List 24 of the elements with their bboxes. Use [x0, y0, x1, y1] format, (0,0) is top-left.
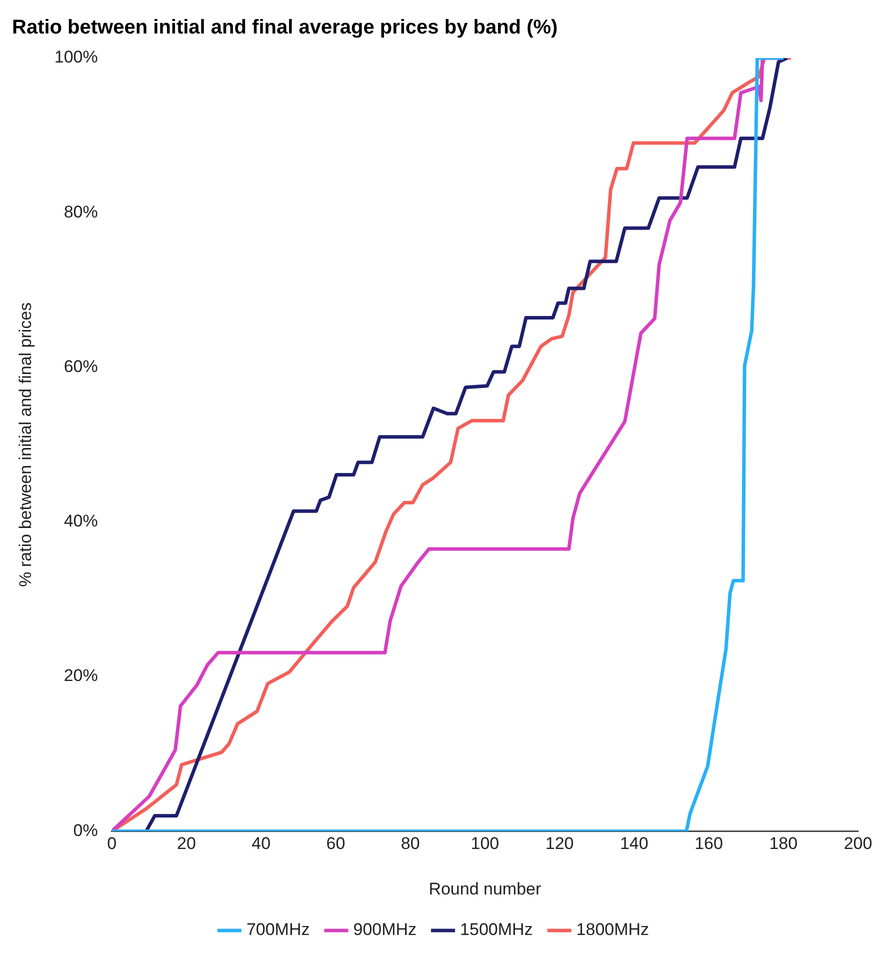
legend-label: 900MHz: [353, 920, 417, 940]
x-tick-label: 80: [400, 834, 420, 854]
chart-title: Ratio between initial and final average prices by band (%): [12, 16, 558, 39]
x-tick-label: 0: [107, 834, 117, 854]
legend-label: 1500MHz: [460, 920, 533, 940]
y-axis-title: % ratio between initial and final prices: [16, 302, 35, 587]
x-tick-label: 40: [252, 834, 271, 854]
legend-label: 1800MHz: [576, 920, 650, 940]
y-tick-label: 0%: [73, 820, 98, 840]
x-tick-label: 160: [694, 834, 723, 854]
x-tick-label: 120: [545, 834, 574, 854]
x-tick-label: 200: [844, 834, 872, 854]
x-tick-label: 180: [769, 834, 798, 854]
y-tick-label: 80%: [64, 202, 98, 222]
y-tick-label: 40%: [64, 512, 98, 531]
y-tick-label: 100%: [54, 48, 98, 67]
x-axis-title: Round number: [428, 879, 542, 898]
y-tick-label: 60%: [64, 356, 98, 376]
x-tick-label: 140: [620, 834, 648, 854]
legend-label: 700MHz: [246, 920, 310, 940]
y-tick-label: 20%: [64, 666, 98, 686]
x-tick-label: 20: [177, 834, 196, 854]
x-tick-label: 100: [470, 834, 500, 854]
x-tick-label: 60: [326, 834, 346, 854]
